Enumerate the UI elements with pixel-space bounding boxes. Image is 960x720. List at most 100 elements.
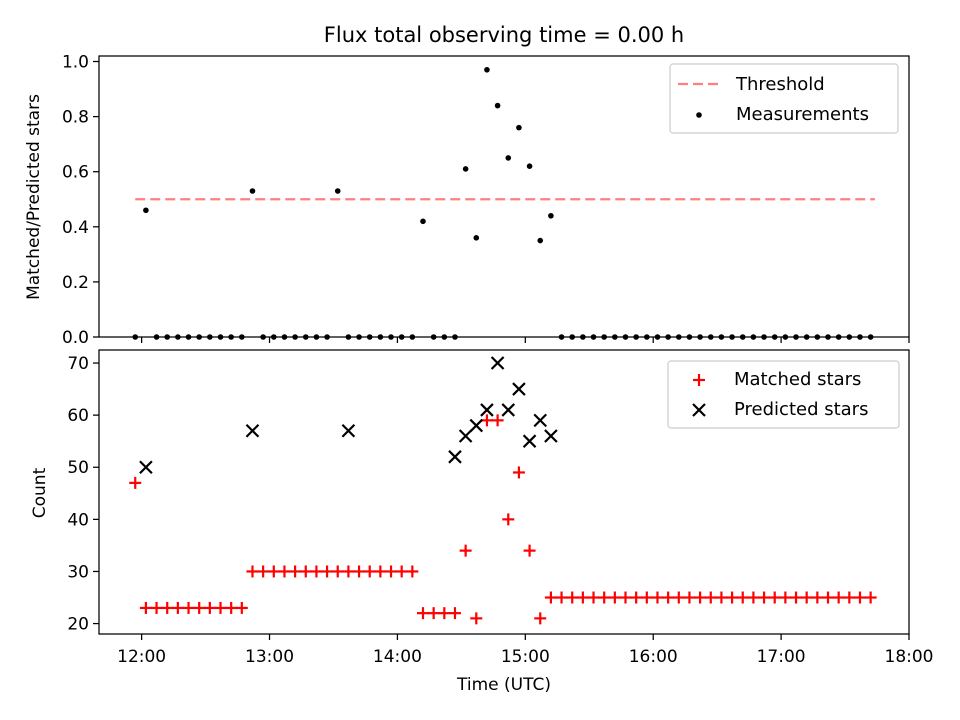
matched-star-point bbox=[779, 591, 792, 604]
matched-star-point bbox=[491, 414, 504, 427]
top-y-tick-label: 0.6 bbox=[62, 163, 89, 183]
bottom-y-tick-label: 20 bbox=[67, 615, 89, 635]
measurement-point bbox=[505, 155, 512, 161]
legend-matched-swatch bbox=[693, 374, 705, 386]
top-y-tick-label: 0.8 bbox=[62, 108, 89, 128]
bottom-y-tick-label: 60 bbox=[67, 406, 89, 426]
matched-star-point bbox=[843, 591, 856, 604]
matched-star-point bbox=[630, 591, 643, 604]
matched-star-point bbox=[470, 612, 483, 625]
predicted-star-point bbox=[522, 434, 537, 448]
top-y-ticks: 0.0 0.2 0.4 0.6 0.8 1.0 bbox=[62, 53, 99, 348]
measurement-point bbox=[420, 218, 426, 225]
top-y-axis-label: Matched/Predicted stars bbox=[24, 94, 44, 300]
matched-star-point bbox=[353, 565, 366, 578]
measurement-point bbox=[143, 207, 149, 214]
bottom-legend-box bbox=[667, 360, 900, 429]
x-tick-label: 13:00 bbox=[245, 647, 294, 667]
legend-threshold-label: Threshold bbox=[735, 74, 825, 95]
matched-star-point bbox=[363, 565, 376, 578]
top-y-tick-label: 0.0 bbox=[62, 328, 89, 348]
predicted-star-point bbox=[458, 429, 473, 443]
matched-star-point bbox=[544, 591, 557, 604]
predicted-star-point bbox=[501, 403, 516, 417]
bottom-y-tick-label: 50 bbox=[67, 458, 89, 478]
top-x-ticks bbox=[141, 337, 910, 343]
matched-star-point bbox=[555, 591, 568, 604]
matched-star-point bbox=[758, 591, 771, 604]
matched-star-point bbox=[683, 591, 696, 604]
matched-star-point bbox=[853, 591, 866, 604]
top-legend: Threshold Measurements bbox=[669, 63, 899, 134]
matched-stars-points bbox=[129, 414, 877, 625]
matched-star-point bbox=[299, 565, 312, 578]
x-tick-label: 18:00 bbox=[885, 647, 934, 667]
matched-star-point bbox=[608, 591, 621, 604]
matched-star-point bbox=[278, 565, 291, 578]
matched-star-point bbox=[694, 591, 707, 604]
bottom-y-ticks: 20 30 40 50 60 70 bbox=[67, 354, 99, 635]
matched-star-point bbox=[566, 591, 579, 604]
top-axes: 0.0 0.2 0.4 0.6 0.8 1.0 Matched/Predicted sta… bbox=[24, 53, 910, 348]
x-tick-label: 17:00 bbox=[757, 647, 806, 667]
top-legend-box bbox=[669, 63, 899, 134]
matched-star-point bbox=[726, 591, 739, 604]
matched-star-point bbox=[502, 513, 515, 526]
matched-star-point bbox=[534, 612, 547, 625]
bottom-y-tick-label: 70 bbox=[67, 354, 89, 374]
legend-measurements-label: Measurements bbox=[736, 104, 869, 125]
matched-star-point bbox=[289, 565, 302, 578]
bottom-y-tick-label: 40 bbox=[67, 510, 89, 530]
matched-star-point bbox=[619, 591, 632, 604]
matched-star-point bbox=[587, 591, 600, 604]
matched-star-point bbox=[235, 601, 248, 614]
legend-cross-marker bbox=[692, 403, 706, 417]
matched-star-point bbox=[651, 591, 664, 604]
bottom-x-ticks: 12:00 13:00 14:00 15:00 16:00 17:00 18:00 bbox=[117, 634, 934, 667]
matched-star-point bbox=[598, 591, 611, 604]
predicted-star-point bbox=[512, 382, 526, 396]
legend-matched-label: Matched stars bbox=[734, 369, 861, 390]
top-y-tick-label: 0.4 bbox=[62, 218, 89, 238]
matched-star-point bbox=[331, 565, 344, 578]
top-axes-frame bbox=[98, 55, 910, 338]
predicted-star-point bbox=[469, 418, 484, 433]
matched-star-point bbox=[640, 591, 653, 604]
predicted-star-point bbox=[139, 460, 153, 475]
matched-star-point bbox=[385, 565, 398, 578]
measurement-point bbox=[537, 237, 544, 244]
matched-star-point bbox=[395, 565, 408, 578]
measurement-point bbox=[516, 124, 522, 131]
matched-star-point bbox=[427, 607, 440, 620]
measurement-point bbox=[484, 66, 490, 73]
predicted-star-point bbox=[544, 429, 558, 443]
matched-star-point bbox=[715, 591, 728, 604]
matched-star-point bbox=[768, 591, 781, 604]
matched-star-point bbox=[459, 544, 472, 557]
matched-star-point bbox=[438, 607, 451, 620]
matched-star-point bbox=[864, 591, 877, 604]
matched-star-point bbox=[417, 607, 429, 620]
matched-star-point bbox=[790, 591, 803, 604]
matched-star-point bbox=[672, 591, 685, 604]
matched-star-point bbox=[832, 591, 845, 604]
predicted-star-point bbox=[533, 413, 548, 428]
matched-star-point bbox=[214, 601, 227, 614]
matched-star-point bbox=[822, 591, 834, 604]
matched-star-point bbox=[448, 607, 461, 620]
measurement-point bbox=[494, 102, 501, 109]
matched-star-point bbox=[321, 565, 334, 578]
matched-star-point bbox=[704, 591, 717, 604]
x-tick-label: 16:00 bbox=[629, 647, 678, 667]
measurement-point bbox=[473, 235, 480, 241]
predicted-star-point bbox=[480, 403, 494, 417]
measurement-point bbox=[462, 166, 469, 172]
matched-star-point bbox=[523, 544, 536, 557]
matched-star-point bbox=[576, 591, 589, 604]
bottom-y-tick-label: 30 bbox=[67, 562, 89, 582]
matched-star-point bbox=[512, 466, 525, 479]
legend-measurements-swatch bbox=[696, 112, 702, 118]
measurement-point bbox=[334, 188, 341, 194]
matched-star-point bbox=[662, 591, 675, 604]
